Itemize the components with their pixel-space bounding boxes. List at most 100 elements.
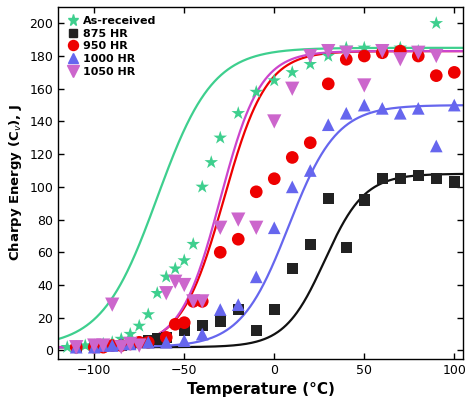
Point: [100, 342, 107, 349]
Point: [307, 167, 314, 174]
Point: [271, 77, 278, 84]
Point: [343, 56, 350, 63]
Point: [325, 53, 332, 59]
Point: [154, 290, 161, 297]
Point: [361, 82, 368, 89]
Point: [145, 311, 152, 318]
Point: [289, 86, 296, 92]
Point: [414, 105, 422, 112]
Point: [163, 290, 170, 297]
Point: [73, 344, 80, 350]
Point: [100, 342, 107, 349]
Point: [289, 69, 296, 76]
Point: [432, 143, 440, 149]
Point: [217, 318, 224, 324]
Point: [190, 241, 197, 247]
Point: [172, 278, 179, 285]
Point: [181, 328, 188, 334]
Point: [253, 89, 260, 95]
Point: [396, 56, 404, 63]
Point: [127, 331, 134, 337]
Point: [91, 342, 98, 349]
Point: [118, 336, 125, 342]
Point: [378, 50, 386, 56]
Point: [432, 53, 440, 59]
Point: [325, 122, 332, 128]
Point: [100, 341, 107, 347]
Point: [325, 195, 332, 202]
Point: [109, 301, 116, 308]
Point: [325, 80, 332, 87]
Point: [154, 336, 161, 342]
Point: [118, 342, 125, 349]
Point: [235, 110, 242, 116]
Point: [361, 197, 368, 203]
Point: [82, 342, 89, 349]
Point: [91, 344, 98, 350]
Legend: As-received, 875 HR, 950 HR, 1000 HR, 1050 HR: As-received, 875 HR, 950 HR, 1000 HR, 10…: [64, 13, 159, 80]
Point: [217, 306, 224, 313]
Point: [199, 331, 206, 337]
Point: [190, 298, 197, 305]
Point: [253, 328, 260, 334]
Point: [414, 172, 422, 179]
Point: [271, 225, 278, 231]
Point: [289, 154, 296, 161]
Point: [127, 341, 134, 347]
Point: [253, 225, 260, 231]
Point: [163, 334, 170, 341]
Point: [100, 342, 107, 349]
Point: [271, 306, 278, 313]
Point: [414, 48, 422, 55]
Point: [235, 306, 242, 313]
Point: [378, 175, 386, 182]
Point: [199, 298, 206, 305]
Point: [217, 135, 224, 141]
Point: [235, 236, 242, 242]
Point: [118, 341, 125, 347]
Point: [172, 321, 179, 328]
Point: [163, 339, 170, 345]
Point: [91, 344, 98, 350]
Point: [378, 48, 386, 55]
X-axis label: Temperature (°C): Temperature (°C): [187, 382, 335, 397]
Point: [253, 274, 260, 280]
Point: [73, 344, 80, 350]
Point: [109, 339, 116, 345]
Point: [118, 344, 125, 350]
Point: [235, 217, 242, 223]
Point: [73, 344, 80, 350]
Point: [361, 102, 368, 108]
Point: [118, 342, 125, 349]
Point: [199, 323, 206, 329]
Point: [396, 175, 404, 182]
Point: [91, 342, 98, 349]
Point: [163, 274, 170, 280]
Point: [396, 110, 404, 116]
Point: [136, 339, 143, 345]
Point: [145, 339, 152, 345]
Point: [181, 282, 188, 288]
Point: [396, 48, 404, 55]
Point: [91, 344, 98, 350]
Point: [127, 341, 134, 347]
Point: [172, 265, 179, 272]
Point: [136, 323, 143, 329]
Point: [64, 344, 71, 350]
Point: [199, 184, 206, 190]
Point: [163, 334, 170, 341]
Point: [343, 244, 350, 250]
Point: [109, 342, 116, 349]
Point: [271, 118, 278, 125]
Point: [73, 344, 80, 350]
Point: [217, 225, 224, 231]
Point: [181, 257, 188, 264]
Point: [450, 69, 458, 76]
Point: [307, 241, 314, 247]
Point: [127, 341, 134, 347]
Point: [253, 189, 260, 195]
Point: [181, 337, 188, 344]
Point: [378, 50, 386, 56]
Point: [109, 342, 116, 349]
Point: [343, 110, 350, 116]
